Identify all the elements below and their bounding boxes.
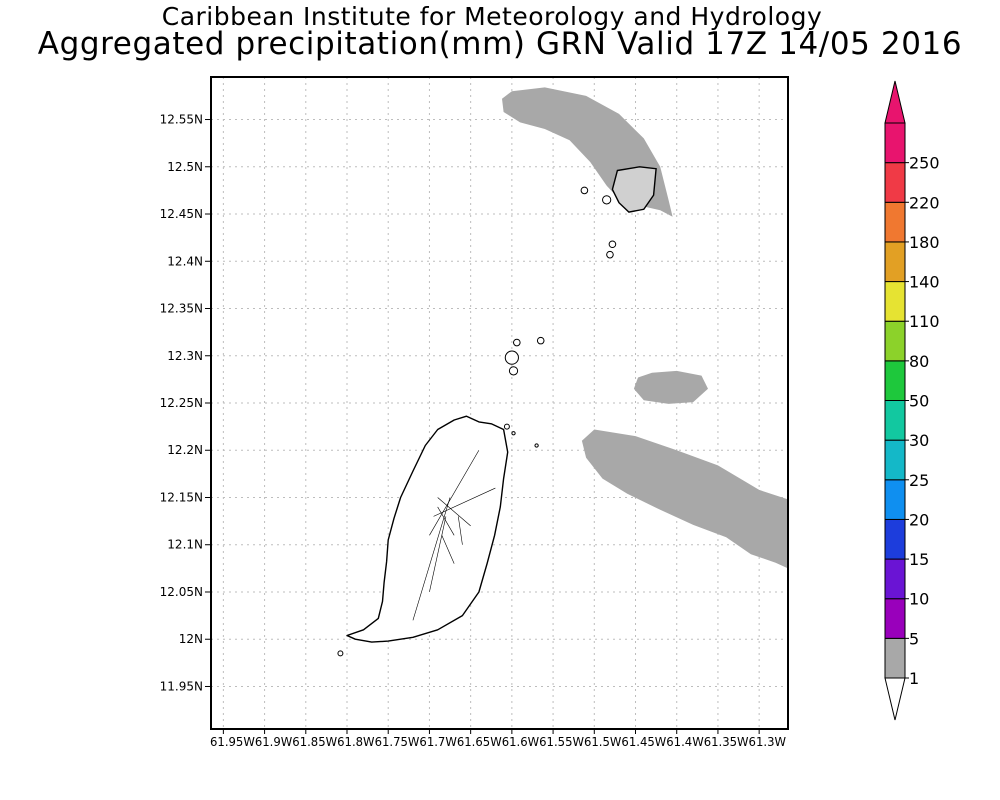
- lon-axis: [222, 729, 760, 734]
- lat-tick-label: 12.45N: [160, 207, 203, 221]
- islet: [606, 250, 614, 259]
- colorbar-segment: [884, 558, 906, 600]
- colorbar-segment: [884, 241, 906, 283]
- colorbar-segment: [884, 439, 906, 481]
- land-layer: [337, 166, 657, 657]
- islet: [580, 186, 589, 195]
- islet: [508, 366, 519, 376]
- colorbar-segment: [884, 320, 906, 362]
- colorbar-label: 80: [909, 352, 929, 371]
- parish-boundary: [441, 535, 455, 564]
- lat-tick-label: 12.55N: [160, 113, 203, 127]
- lat-tick-label: 11.95N: [160, 679, 203, 693]
- colorbar-label: 250: [909, 154, 940, 173]
- colorbar-label: 180: [909, 233, 940, 252]
- islet: [504, 350, 519, 365]
- islet: [513, 338, 521, 347]
- colorbar-label: 50: [909, 392, 929, 411]
- colorbar-label: 10: [909, 590, 929, 609]
- colorbar-segment: [884, 400, 906, 441]
- colorbar-lower-extend: [884, 677, 906, 721]
- islet: [602, 195, 612, 205]
- colorbar-segment: [884, 162, 906, 203]
- lat-tick-label: 12.15N: [160, 490, 203, 504]
- colorbar-segment: [884, 360, 906, 402]
- grenada-island: [346, 415, 509, 643]
- map-title-institute: Caribbean Institute for Meteorology and …: [161, 2, 823, 31]
- colorbar-segment: [884, 281, 906, 322]
- lat-tick-label: 12.25N: [160, 396, 203, 410]
- colorbar-upper-extend: [884, 80, 906, 124]
- precip-area-southeast-band: [581, 429, 788, 569]
- islet: [503, 423, 510, 430]
- parish-boundary: [429, 450, 480, 536]
- colorbar-segment: [884, 518, 906, 560]
- colorbar-label: 220: [909, 193, 940, 212]
- colorbar-label: 25: [909, 471, 929, 490]
- lat-tick-label: 12N: [179, 632, 203, 646]
- lat-tick-label: 12.3N: [167, 349, 203, 363]
- lon-tick-labels: 61.95W61.9W61.85W61.8W61.75W61.7W61.65W6…: [210, 735, 786, 749]
- colorbar-segment: [884, 598, 906, 639]
- islet: [511, 431, 516, 436]
- islet: [608, 240, 617, 249]
- colorbar-label: 1: [909, 669, 919, 688]
- parish-boundary: [437, 506, 455, 536]
- map-title-product: Aggregated precipitation(mm) GRN Valid 1…: [37, 26, 963, 62]
- lat-tick-label: 12.05N: [160, 585, 203, 599]
- lat-tick-label: 12.35N: [160, 302, 203, 316]
- colorbar-label: 110: [909, 312, 940, 331]
- colorbar-label: 140: [909, 273, 940, 292]
- islet: [337, 650, 344, 657]
- carriacou-island: [611, 166, 657, 213]
- parish-boundary: [437, 497, 471, 527]
- parish-boundary: [457, 516, 463, 545]
- colorbar-label: 15: [909, 550, 929, 569]
- parish-boundary: [429, 516, 447, 593]
- colorbar-label: 20: [909, 510, 929, 529]
- colorbar-label: 5: [909, 629, 919, 648]
- islet: [536, 336, 545, 345]
- parish-boundary: [433, 487, 496, 517]
- islet: [534, 443, 539, 448]
- lat-tick-label: 12.1N: [167, 538, 203, 552]
- lat-axis: 12.55N 12.5N 12.45N 12.4N 12.35N 12.3N 12.25N 1…: [160, 113, 211, 693]
- precip-area-east-blob: [633, 370, 708, 404]
- colorbar-segment: [884, 201, 906, 243]
- lat-tick-label: 12.2N: [167, 443, 203, 457]
- colorbar-segment: [884, 122, 906, 164]
- colorbar-segment: [884, 479, 906, 520]
- colorbar-segment: [884, 637, 906, 679]
- lat-tick-label: 12.4N: [167, 254, 203, 268]
- lat-tick-label: 12.5N: [167, 160, 203, 174]
- colorbar-label: 30: [909, 431, 929, 450]
